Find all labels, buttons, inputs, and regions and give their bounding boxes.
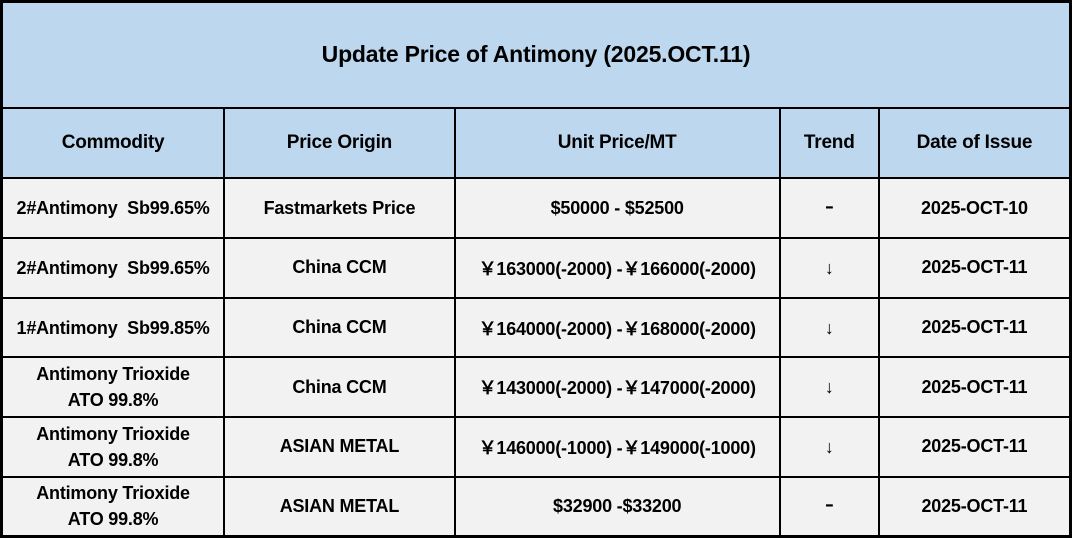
header-price-origin: Price Origin: [223, 106, 456, 180]
date-of-issue-cell: 2025-OCT-11: [877, 356, 1072, 419]
date-of-issue-cell: 2025-OCT-11: [877, 237, 1072, 299]
page-title: Update Price of Antimony (2025.OCT.11): [0, 0, 1072, 109]
trend-down-arrow: ↓: [778, 416, 880, 478]
table-row: 2#Antimony Sb99.65% China CCM ￥163000(-2…: [0, 237, 1072, 299]
price-origin-cell: China CCM: [223, 237, 456, 299]
price-origin-cell: China CCM: [223, 356, 456, 419]
date-of-issue-cell: 2025-OCT-11: [877, 296, 1072, 359]
header-trend: Trend: [778, 106, 880, 180]
trend-down-arrow: ↓: [778, 296, 880, 359]
price-origin-cell: Fastmarkets Price: [223, 177, 456, 240]
table-row: Antimony Trioxide ATO 99.8% ASIAN METAL …: [0, 416, 1072, 478]
trend-cell: -: [778, 177, 880, 240]
table-row: Antimony Trioxide ATO 99.8% China CCM ￥1…: [0, 356, 1072, 419]
commodity-cell: 2#Antimony Sb99.65%: [0, 177, 226, 240]
table-row: 1#Antimony Sb99.85% China CCM ￥164000(-2…: [0, 296, 1072, 359]
commodity-cell: 1#Antimony Sb99.85%: [0, 296, 226, 359]
unit-price-cell: ￥164000(-2000) -￥168000(-2000): [453, 296, 781, 359]
price-origin-cell: ASIAN METAL: [223, 475, 456, 538]
header-unit-price: Unit Price/MT: [453, 106, 781, 180]
commodity-cell: 2#Antimony Sb99.65%: [0, 237, 226, 299]
price-origin-cell: China CCM: [223, 296, 456, 359]
title-row: Update Price of Antimony (2025.OCT.11): [0, 0, 1072, 109]
commodity-cell: Antimony Trioxide ATO 99.8%: [0, 475, 226, 538]
unit-price-cell: $32900 -$33200: [453, 475, 781, 538]
unit-price-cell: ￥146000(-1000) -￥149000(-1000): [453, 416, 781, 478]
trend-down-arrow: ↓: [778, 356, 880, 419]
price-origin-cell: ASIAN METAL: [223, 416, 456, 478]
table-header-row: Commodity Price Origin Unit Price/MT Tre…: [0, 106, 1072, 180]
trend-cell: -: [778, 475, 880, 538]
unit-price-cell: ￥143000(-2000) -￥147000(-2000): [453, 356, 781, 419]
commodity-cell: Antimony Trioxide ATO 99.8%: [0, 356, 226, 419]
table-row: Antimony Trioxide ATO 99.8% ASIAN METAL …: [0, 475, 1072, 538]
date-of-issue-cell: 2025-OCT-10: [877, 177, 1072, 240]
date-of-issue-cell: 2025-OCT-11: [877, 416, 1072, 478]
header-date-of-issue: Date of Issue: [877, 106, 1072, 180]
unit-price-cell: ￥163000(-2000) -￥166000(-2000): [453, 237, 781, 299]
table-row: 2#Antimony Sb99.65% Fastmarkets Price $5…: [0, 177, 1072, 240]
trend-down-arrow: ↓: [778, 237, 880, 299]
header-commodity: Commodity: [0, 106, 226, 180]
commodity-cell: Antimony Trioxide ATO 99.8%: [0, 416, 226, 478]
date-of-issue-cell: 2025-OCT-11: [877, 475, 1072, 538]
unit-price-cell: $50000 - $52500: [453, 177, 781, 240]
